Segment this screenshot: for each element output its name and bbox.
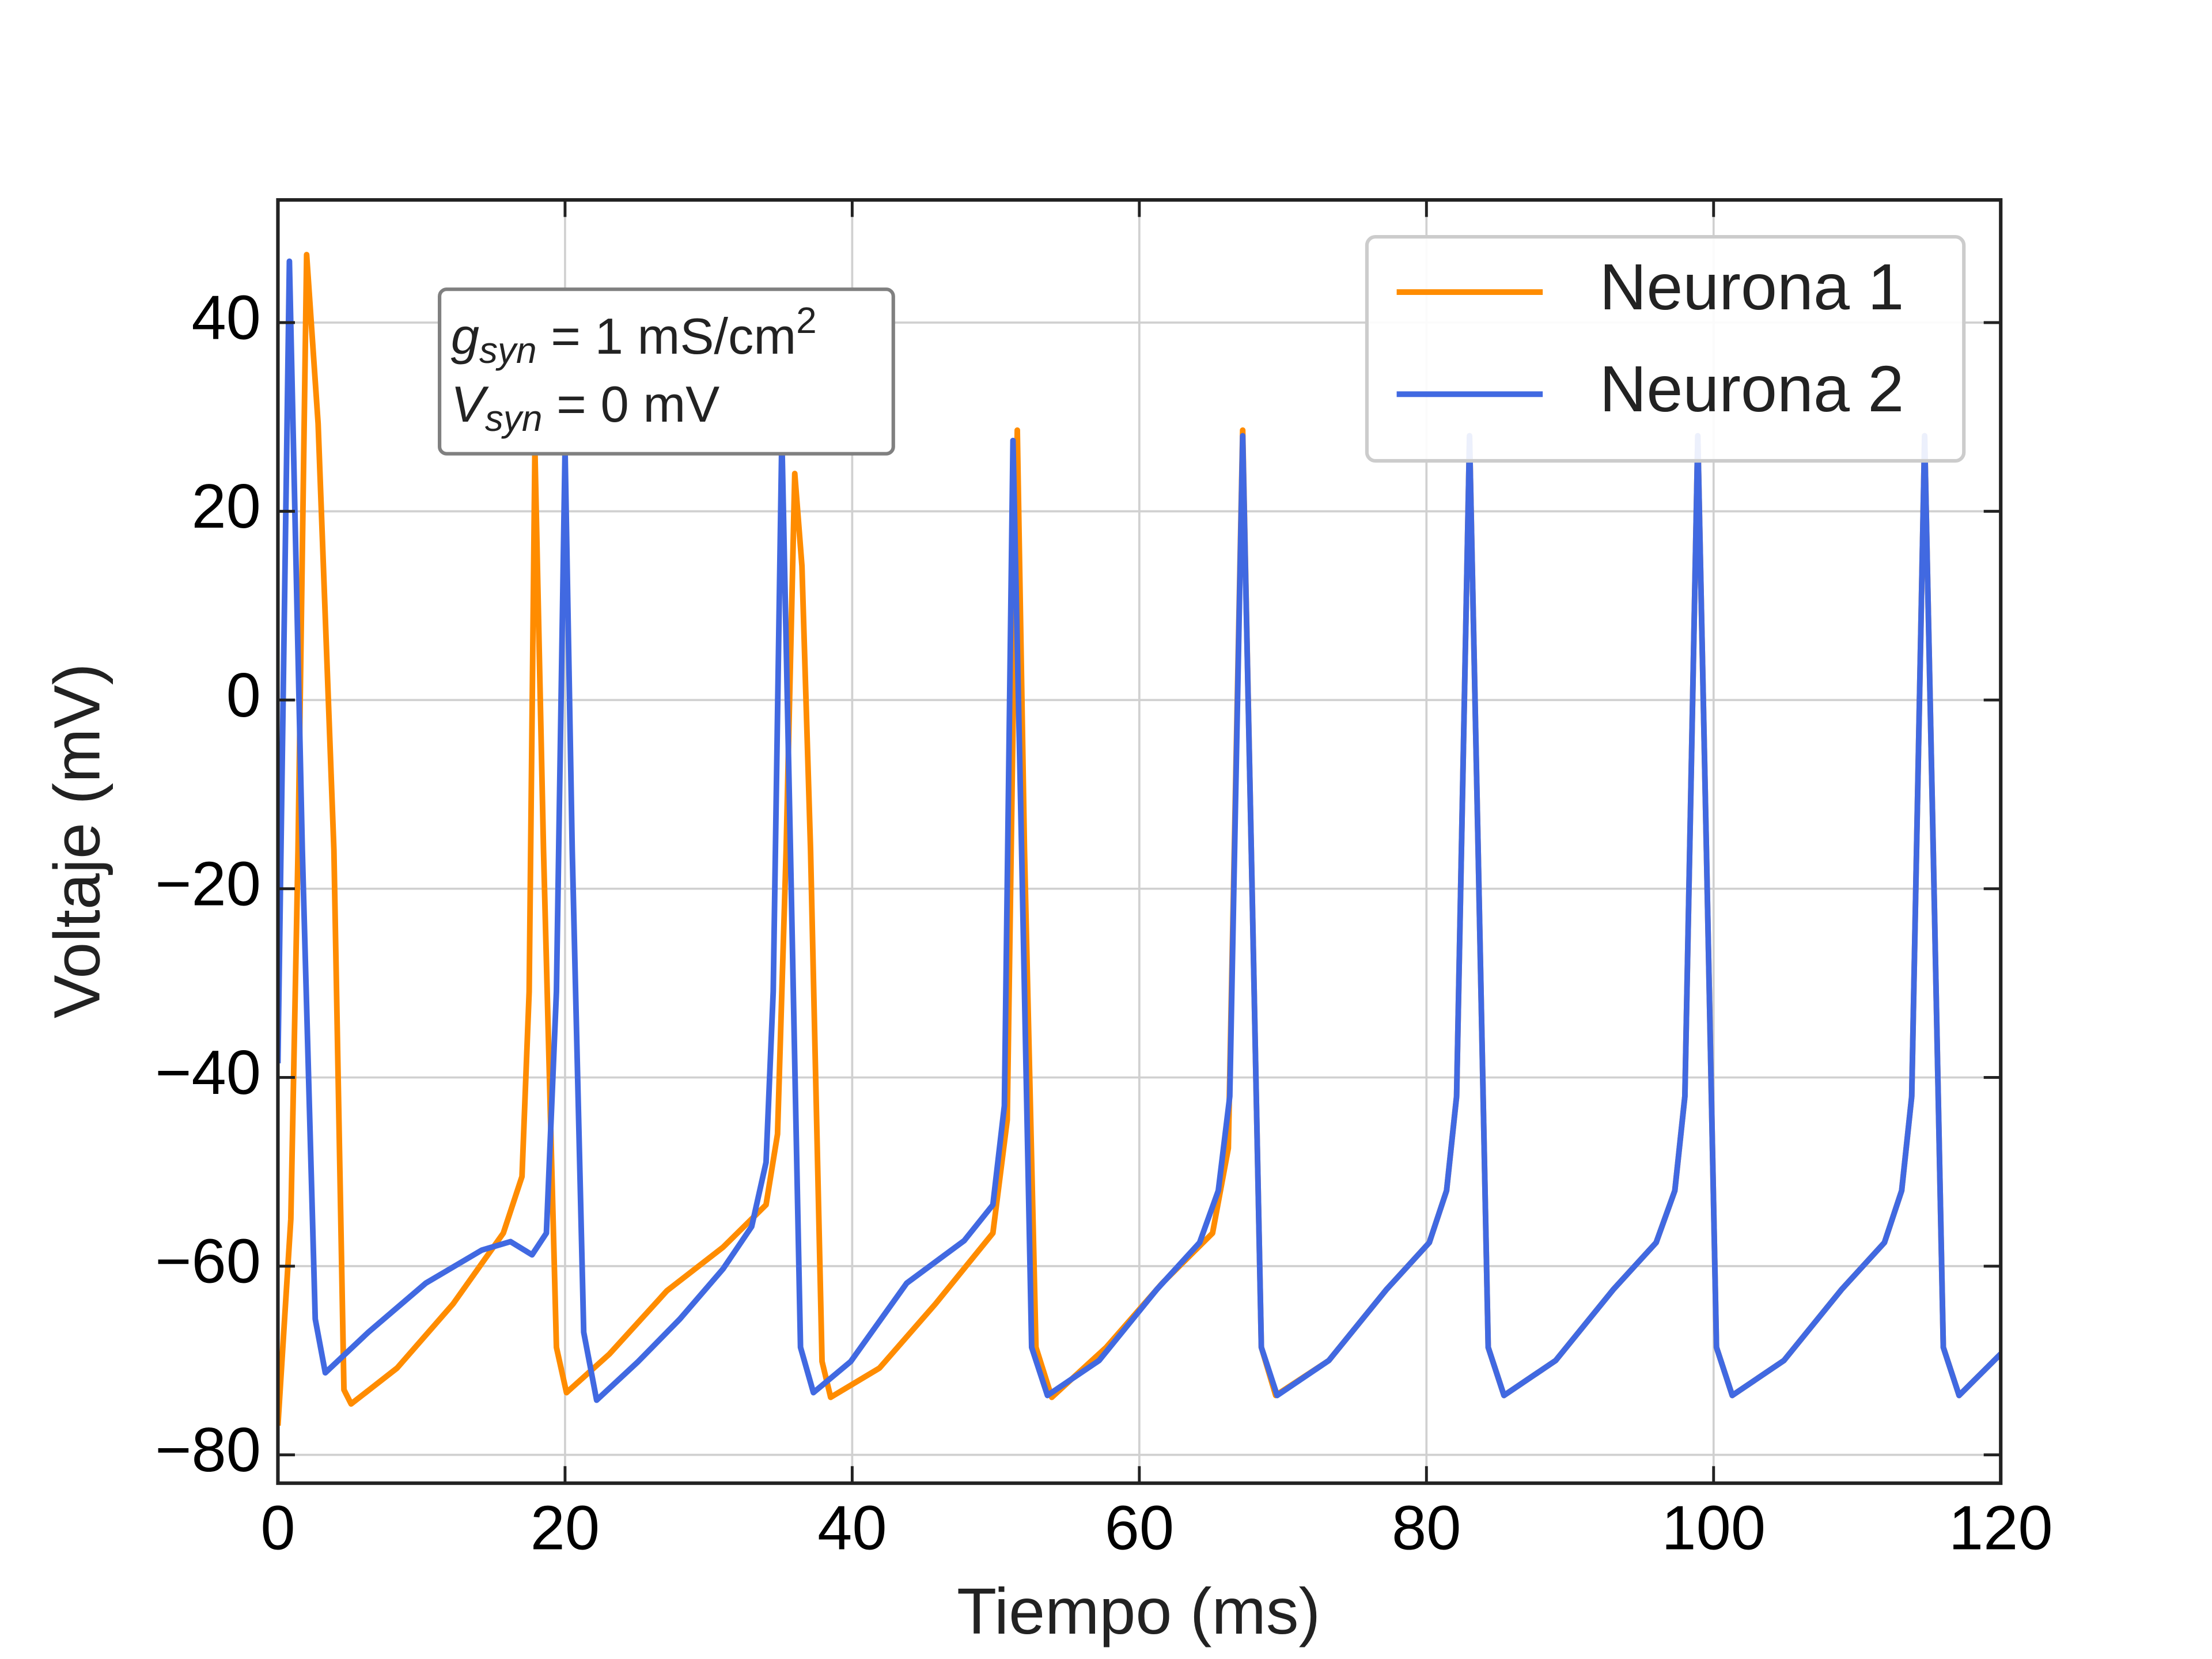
annotation: gsyn = 1 mS/cm2 Vsyn = 0 mV xyxy=(438,287,895,456)
annotation-subscript: syn xyxy=(485,397,543,439)
annotation-text: V xyxy=(451,376,489,433)
y-tick-label: −20 xyxy=(155,849,261,918)
annotation-line: Vsyn = 0 mV xyxy=(451,376,720,439)
x-tick-label: 80 xyxy=(1392,1493,1461,1563)
annotation-subscript: syn xyxy=(479,329,537,371)
y-tick-label: −60 xyxy=(155,1226,261,1296)
x-tick-label: 0 xyxy=(260,1493,295,1563)
y-tick-label: −80 xyxy=(155,1415,261,1484)
annotation-line: gsyn = 1 mS/cm2 xyxy=(451,300,817,371)
y-tick-label: 0 xyxy=(226,660,261,730)
annotation-text: = 0 mV xyxy=(542,376,719,433)
legend: Neurona 1 Neurona 2 xyxy=(1365,235,1966,463)
legend-label: Neurona 2 xyxy=(1600,352,1904,425)
x-axis-label: Tiempo (ms) xyxy=(957,1574,1320,1647)
x-tick-label: 40 xyxy=(817,1493,887,1563)
annotation-superscript: 2 xyxy=(796,300,817,341)
x-tick-label: 20 xyxy=(531,1493,600,1563)
annotation-box xyxy=(438,287,895,456)
legend-label: Neurona 1 xyxy=(1600,250,1904,323)
plot-lines xyxy=(278,252,2001,1426)
x-tick-label: 120 xyxy=(1949,1493,2053,1563)
y-tick-label: 20 xyxy=(191,471,260,541)
y-tick-label: −40 xyxy=(155,1037,261,1107)
y-tick-label: 40 xyxy=(191,283,260,353)
x-tick-label: 60 xyxy=(1105,1493,1174,1563)
annotation-text: = 1 mS/cm xyxy=(537,308,797,365)
annotation-text: g xyxy=(451,308,479,365)
ticks: 0 20 40 60 80 100 120 −80 −60 −40 −20 0 20 40 xyxy=(155,200,2053,1563)
y-axis-label: Voltaje (mV) xyxy=(40,663,113,1018)
series-line xyxy=(278,258,2001,1403)
x-tick-label: 100 xyxy=(1661,1493,1766,1563)
